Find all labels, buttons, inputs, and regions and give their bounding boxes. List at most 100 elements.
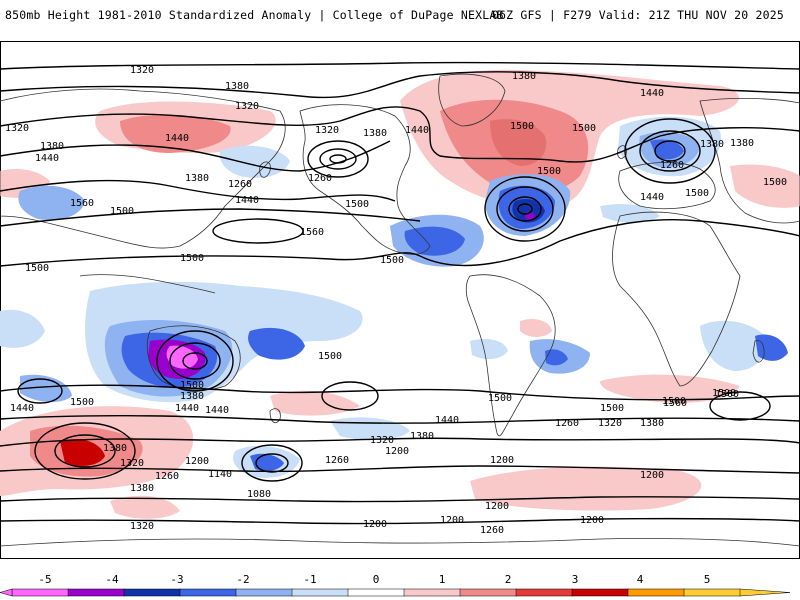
colorbar-tick-label: -3 <box>170 573 183 586</box>
contour-label: 1320 <box>5 123 29 134</box>
contour-label: 1080 <box>247 489 271 500</box>
contour-label: 1260 <box>480 525 504 536</box>
contour-label: 1260 <box>660 160 684 171</box>
contour-label: 1500 <box>763 177 787 188</box>
south-america-outline <box>465 274 556 437</box>
colorbar-swatches <box>0 588 791 597</box>
colorbar-swatch <box>235 588 293 597</box>
contour-label: 1200 <box>185 456 209 467</box>
colorbar-tick-label: 4 <box>637 573 644 586</box>
contour-label: 1380 <box>40 141 64 152</box>
colorbar-tick-label: -1 <box>303 573 316 586</box>
greenland-outline <box>438 73 506 127</box>
contour-label: 1260 <box>228 179 252 190</box>
contour-label: 1260 <box>308 173 332 184</box>
contour-label: 1500 <box>685 188 709 199</box>
contour-label: 1380 <box>363 128 387 139</box>
positive-anomaly-areas <box>0 69 800 519</box>
contour-label: 1260 <box>555 418 579 429</box>
contour-label: 1500 <box>600 403 624 414</box>
colorbar-swatch <box>459 588 517 597</box>
madagascar-outline <box>752 340 765 363</box>
contour-label: 1320 <box>235 101 259 112</box>
map-title: 850mb Height 1981-2010 Standardized Anom… <box>5 8 504 22</box>
contour-label: 1200 <box>363 519 387 530</box>
contour-label: 1380 <box>730 138 754 149</box>
colorbar-svg: -5 -4 -3 -2 -1 0 1 2 3 4 5 <box>0 573 791 597</box>
contour-label: 1440 <box>405 125 429 136</box>
contour-label: 1380 <box>225 81 249 92</box>
contour-label: 1320 <box>370 435 394 446</box>
indonesia-outline <box>79 274 216 294</box>
colorbar-tick-label: 3 <box>572 573 579 586</box>
contour-label: 1560 <box>663 398 687 409</box>
contour-label: 1500 <box>572 123 596 134</box>
colorbar-swatch <box>67 588 125 597</box>
contour-label: 1500 <box>70 397 94 408</box>
contour-label: 1500 <box>662 396 686 407</box>
contour-label: 1500 <box>345 199 369 210</box>
contour-label: 1380 <box>185 173 209 184</box>
contour-labels: 1320 1380 1320 1380 1320 1380 1440 1440 … <box>5 65 787 536</box>
contour-label: 1320 <box>315 125 339 136</box>
colorbar-tick-label: 2 <box>505 573 512 586</box>
contour-label: 1380 <box>700 139 724 150</box>
australia-outline <box>146 325 241 391</box>
colorbar-tick-label: -2 <box>236 573 249 586</box>
antarctica-outline <box>0 538 800 547</box>
contour-label: 1320 <box>120 458 144 469</box>
contour-label: 1200 <box>485 501 509 512</box>
contour-label: 1140 <box>208 469 232 480</box>
contour-label: 1500 <box>488 393 512 404</box>
colorbar-labels: -5 -4 -3 -2 -1 0 1 2 3 4 5 <box>38 573 710 586</box>
weather-map[interactable]: 1320 1380 1320 1380 1320 1380 1440 1440 … <box>0 41 800 559</box>
colorbar-swatch <box>347 588 405 597</box>
contour-label: 1440 <box>35 153 59 164</box>
contour-label: 1500 <box>318 351 342 362</box>
contour-label: 1200 <box>490 455 514 466</box>
contour-label: 1500 <box>537 166 561 177</box>
map-header: 850mb Height 1981-2010 Standardized Anom… <box>0 0 800 40</box>
contour-label: 1500 <box>180 253 204 264</box>
contour-label: 1380 <box>130 483 154 494</box>
colorbar-min-arrow <box>0 588 13 597</box>
contour-label: 1200 <box>440 515 464 526</box>
asia-outline <box>0 88 286 249</box>
contour-label: 1560 <box>300 227 324 238</box>
colorbar-swatch <box>11 588 69 597</box>
colorbar-tick-label: 5 <box>704 573 711 586</box>
contour-label: 1200 <box>580 515 604 526</box>
contour-label: 1500 <box>25 263 49 274</box>
anomaly-colorbar: -5 -4 -3 -2 -1 0 1 2 3 4 5 <box>0 570 800 600</box>
contour-label: 1440 <box>165 133 189 144</box>
colorbar-max-arrow <box>739 588 791 597</box>
japan-outline <box>259 161 271 178</box>
contour-label: 1380 <box>410 431 434 442</box>
map-canvas: 1320 1380 1320 1380 1320 1380 1440 1440 … <box>0 41 800 559</box>
contour-label: 1380 <box>180 391 204 402</box>
run-info: 06Z GFS | F279 Valid: 21Z THU NOV 20 202… <box>491 8 784 22</box>
colorbar-swatch <box>403 588 461 597</box>
contour-label: 1440 <box>435 415 459 426</box>
continent-outlines <box>0 73 800 547</box>
colorbar-tick-label: -4 <box>105 573 119 586</box>
contour-label: 1200 <box>640 470 664 481</box>
contour-label: 1260 <box>155 471 179 482</box>
height-contours <box>0 61 800 525</box>
contour-label: 1440 <box>640 192 664 203</box>
contour-label: 1200 <box>385 446 409 457</box>
contour-label: 1320 <box>130 65 154 76</box>
contour-label: 1500 <box>712 388 736 399</box>
contour-label: 1440 <box>640 88 664 99</box>
colorbar-tick-label: -5 <box>38 573 51 586</box>
colorbar-swatch <box>179 588 237 597</box>
africa-outline <box>612 211 741 387</box>
contour-label: 1320 <box>130 521 154 532</box>
colorbar-swatch <box>515 588 573 597</box>
contour-label: 1500 <box>510 121 534 132</box>
colorbar-swatch <box>627 588 685 597</box>
europe-outline <box>618 162 716 210</box>
contour-label: 1440 <box>10 403 34 414</box>
contour-label: 1500 <box>715 389 739 400</box>
colorbar-swatch <box>123 588 181 597</box>
